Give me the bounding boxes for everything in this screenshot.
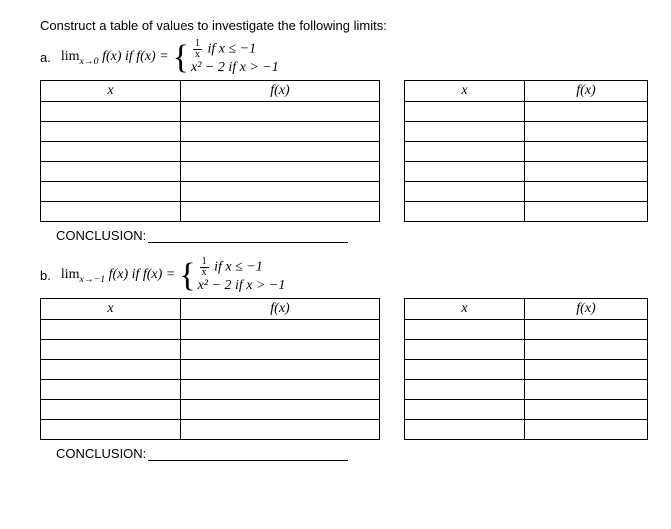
col-x: x (41, 299, 181, 320)
part-b-label: b. (40, 268, 51, 283)
part-b-header: b. limx→−1 f(x) if f(x) = { 1 x if x ≤ −… (40, 257, 651, 294)
table-row (41, 182, 380, 202)
table-row (405, 320, 648, 340)
part-a-header: a. limx→0 f(x) if f(x) = { 1 x if x ≤ −1… (40, 39, 651, 76)
table-row (41, 142, 380, 162)
table-row (405, 420, 648, 440)
lim-of: f(x) if f(x) = (109, 267, 176, 282)
table-row (41, 202, 380, 222)
col-x: x (405, 81, 525, 102)
conclusion-label: CONCLUSION: (56, 228, 146, 243)
table-row (41, 340, 380, 360)
limit-expression-a: limx→0 f(x) if f(x) = (61, 49, 169, 67)
part-b: b. limx→−1 f(x) if f(x) = { 1 x if x ≤ −… (40, 257, 651, 461)
col-fx: f(x) (181, 81, 380, 102)
col-fx: f(x) (525, 299, 648, 320)
col-fx: f(x) (181, 299, 380, 320)
frac-1-over-x: 1 x (193, 39, 202, 60)
piece-bot-b: x² − 2 if x > −1 (198, 278, 286, 294)
piece-bot-expr: x² − 2 (198, 278, 232, 293)
table-row (405, 400, 648, 420)
lim-text: lim (61, 49, 80, 64)
table-header-row: x f(x) (41, 299, 380, 320)
table-row (405, 102, 648, 122)
table-row (41, 380, 380, 400)
lim-text: lim (61, 267, 80, 282)
table-a-right: x f(x) (404, 80, 648, 222)
table-b-right: x f(x) (404, 298, 648, 440)
piecewise-b: { 1 x if x ≤ −1 x² − 2 if x > −1 (175, 257, 285, 294)
table-row (41, 400, 380, 420)
table-header-row: x f(x) (405, 81, 648, 102)
piece-top-cond: if x ≤ −1 (207, 42, 256, 57)
piecewise-a: { 1 x if x ≤ −1 x² − 2 if x > −1 (169, 39, 279, 76)
table-a-left: x f(x) (40, 80, 380, 222)
part-a-label: a. (40, 50, 51, 65)
tables-row-a: x f(x) x f(x) (40, 80, 651, 222)
piece-top-b: 1 x if x ≤ −1 (198, 257, 286, 278)
table-row (41, 102, 380, 122)
lim-sub: x→0 (80, 55, 99, 66)
table-header-row: x f(x) (41, 81, 380, 102)
col-x: x (41, 81, 181, 102)
table-header-row: x f(x) (405, 299, 648, 320)
col-fx: f(x) (525, 81, 648, 102)
piece-stack-b: 1 x if x ≤ −1 x² − 2 if x > −1 (198, 257, 286, 294)
table-row (41, 420, 380, 440)
table-row (405, 182, 648, 202)
problem-prompt: Construct a table of values to investiga… (40, 18, 651, 33)
table-row (405, 340, 648, 360)
piece-stack-a: 1 x if x ≤ −1 x² − 2 if x > −1 (191, 39, 279, 76)
table-b-left: x f(x) (40, 298, 380, 440)
prompt-text: Construct a table of values to investiga… (40, 18, 387, 33)
brace-icon: { (179, 261, 195, 291)
part-a: a. limx→0 f(x) if f(x) = { 1 x if x ≤ −1… (40, 39, 651, 243)
piece-bot-expr: x² − 2 (191, 60, 225, 75)
conclusion-a: CONCLUSION: (56, 228, 651, 243)
conclusion-blank-line (148, 231, 348, 243)
table-row (405, 122, 648, 142)
table-row (41, 320, 380, 340)
table-row (41, 122, 380, 142)
piece-bot-cond: if x > −1 (228, 60, 278, 75)
col-x: x (405, 299, 525, 320)
piece-top-a: 1 x if x ≤ −1 (191, 39, 279, 60)
brace-icon: { (173, 43, 189, 73)
lim-sub: x→−1 (80, 273, 106, 284)
lim-of: f(x) if f(x) = (102, 49, 169, 64)
table-row (41, 360, 380, 380)
conclusion-blank-line (148, 449, 348, 461)
table-row (405, 360, 648, 380)
table-row (405, 202, 648, 222)
piece-bot-cond: if x > −1 (235, 278, 285, 293)
frac-1-over-x: 1 x (200, 257, 209, 278)
conclusion-b: CONCLUSION: (56, 446, 651, 461)
piece-top-cond: if x ≤ −1 (214, 260, 263, 275)
piece-bot-a: x² − 2 if x > −1 (191, 60, 279, 76)
tables-row-b: x f(x) x f(x) (40, 298, 651, 440)
table-row (405, 380, 648, 400)
limit-expression-b: limx→−1 f(x) if f(x) = (61, 267, 175, 285)
conclusion-label: CONCLUSION: (56, 446, 146, 461)
table-row (405, 142, 648, 162)
table-row (405, 162, 648, 182)
table-row (41, 162, 380, 182)
